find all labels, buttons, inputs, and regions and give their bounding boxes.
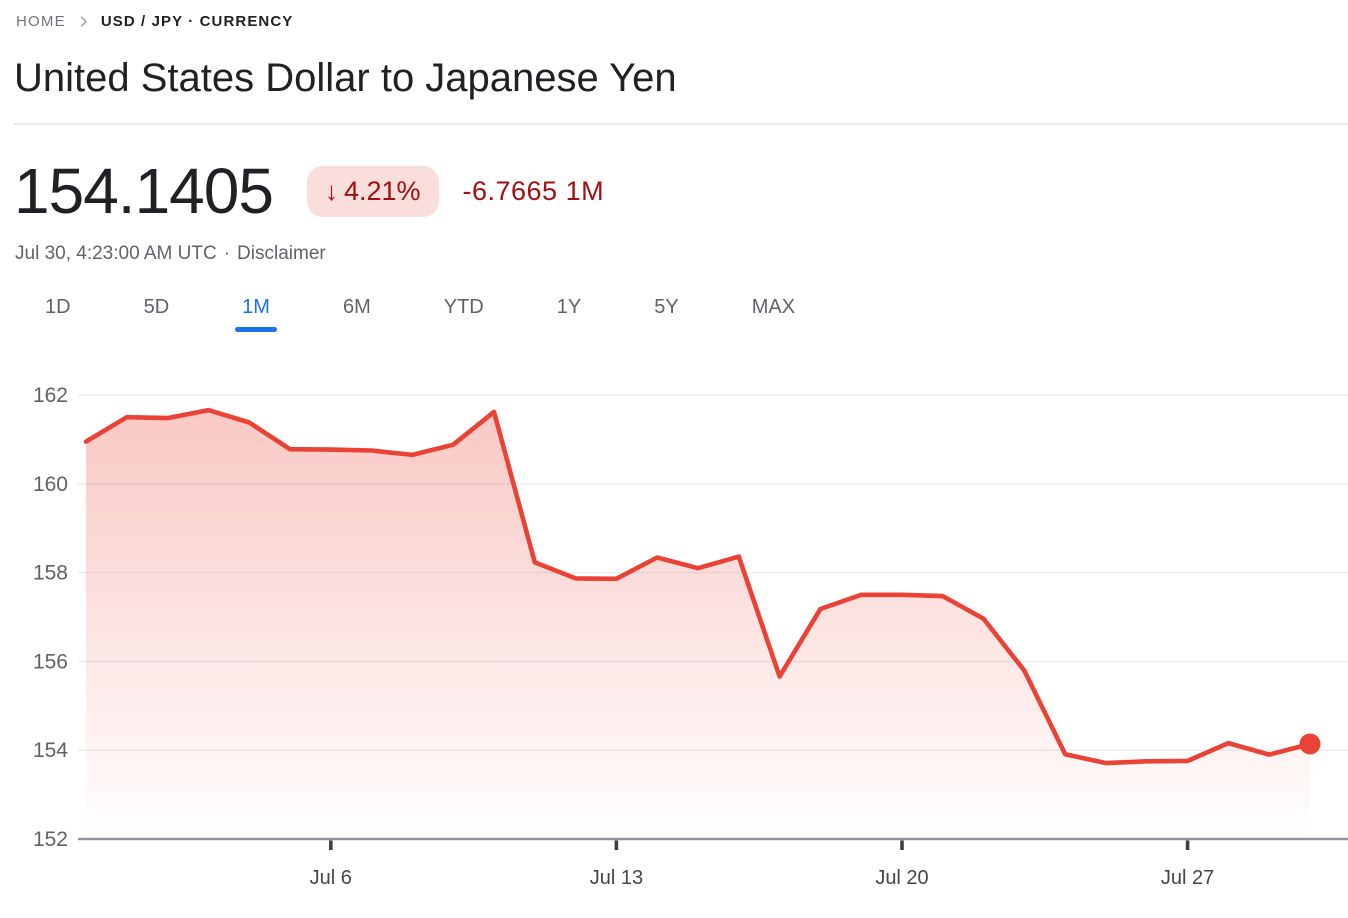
page-title: United States Dollar to Japanese Yen	[14, 56, 677, 100]
separator-dot: ·	[223, 243, 231, 264]
disclaimer-link[interactable]: Disclaimer	[237, 243, 326, 264]
x-axis-tick-mark	[900, 840, 904, 850]
change-period: 1M	[565, 175, 605, 206]
range-tab-5d[interactable]: 5D	[144, 296, 170, 332]
range-tab-1d[interactable]: 1D	[45, 296, 71, 332]
breadcrumb-home-link[interactable]: HOME	[16, 12, 66, 30]
range-tab-1y[interactable]: 1Y	[557, 296, 581, 332]
quote-timestamp-row: Jul 30, 4:23:00 AM UTC · Disclaimer	[15, 243, 1348, 265]
range-tab-ytd[interactable]: YTD	[444, 296, 484, 332]
y-axis-tick-label: 160	[33, 473, 68, 496]
change-absolute: -6.7665 1M	[463, 176, 605, 207]
change-percent: 4.21%	[343, 175, 421, 206]
change-absolute-value: -6.7665	[462, 175, 558, 206]
y-axis-tick-label: 152	[33, 828, 68, 851]
breadcrumb-current: USD / JPY · CURRENCY	[100, 12, 294, 30]
x-axis-tick-mark	[1185, 840, 1190, 850]
down-arrow-icon: ↓	[324, 175, 338, 206]
quote-row: 154.1405 ↓ 4.21% -6.7665 1M	[14, 159, 1348, 223]
x-axis-tick-mark	[329, 840, 333, 850]
range-tab-5y[interactable]: 5Y	[654, 296, 678, 332]
quote-timestamp: Jul 30, 4:23:00 AM UTC	[15, 243, 217, 264]
chart-area: 152 154 156 158 160 162 Jul 6 Jul 13 Jul 20 Jul 2…	[0, 366, 1348, 914]
x-axis-tick-label: Jul 13	[590, 867, 643, 889]
y-axis-tick-label: 154	[33, 739, 68, 762]
breadcrumb-chevron-icon	[76, 14, 91, 29]
price-line	[83, 407, 1313, 766]
change-badge: ↓ 4.21%	[306, 165, 439, 217]
header-divider	[14, 123, 1348, 125]
range-tabs: 1D 5D 1M 6M YTD 1Y 5Y MAX	[0, 296, 1348, 338]
breadcrumb: HOME USD / JPY · CURRENCY	[0, 0, 1348, 32]
last-price-dot	[1299, 733, 1321, 755]
price-chart[interactable]: 152 154 156 158 160 162 Jul 6 Jul 13 Jul 20 Jul 2…	[0, 366, 1348, 914]
chart-area-fill	[86, 410, 1310, 839]
x-axis-tick-label: Jul 20	[875, 867, 928, 889]
page-header: HOME USD / JPY · CURRENCY United States …	[0, 0, 1348, 125]
range-tab-6m[interactable]: 6M	[343, 296, 371, 332]
x-axis-tick-label: Jul 27	[1161, 867, 1214, 889]
y-axis-tick-label: 162	[33, 384, 68, 407]
x-axis-tick-label: Jul 6	[310, 867, 352, 889]
current-price: 154.1405	[14, 155, 274, 227]
y-axis-tick-label: 158	[33, 562, 68, 585]
x-axis-tick-mark	[614, 840, 619, 850]
y-axis-tick-label: 156	[33, 650, 68, 673]
quote-section: 154.1405 ↓ 4.21% -6.7665 1M Jul 30, 4:23…	[0, 159, 1348, 265]
range-tab-1m[interactable]: 1M	[235, 296, 277, 332]
range-tab-max[interactable]: MAX	[752, 296, 795, 332]
